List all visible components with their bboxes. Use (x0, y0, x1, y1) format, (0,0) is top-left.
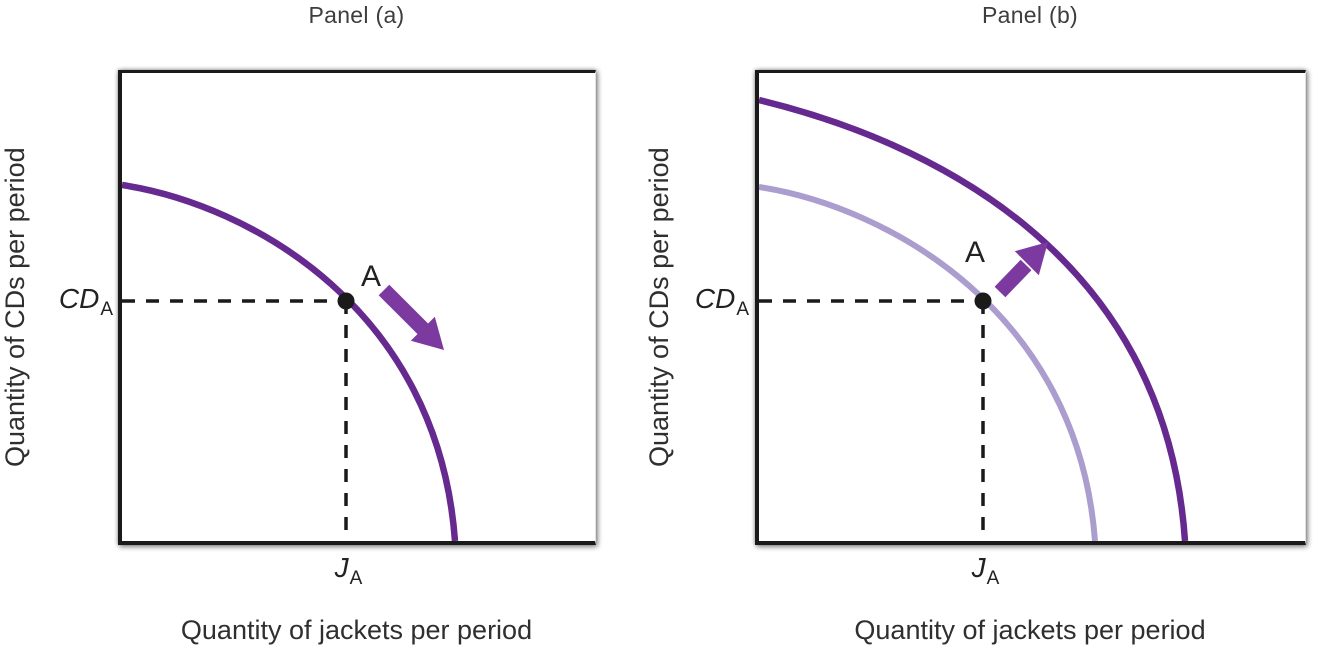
panel-b-j-main: J (971, 552, 986, 583)
panel-b-shifted-ppf-curve (759, 96, 1189, 541)
panel-a-movement-arrow-shaft (378, 284, 429, 335)
panel-b-point-a-label: A (965, 236, 986, 269)
panel-a-movement-arrow-head (410, 316, 444, 350)
panel-b-title: Panel (b) (981, 2, 1079, 28)
panel-a-plot-area (118, 70, 596, 545)
panel-a-point-a-label: A (361, 260, 382, 293)
panel-b-plot-area (755, 70, 1306, 545)
panel-a-x-axis-label: Quantity of jackets per period (180, 615, 533, 645)
panel-a-cd-sub: A (100, 299, 113, 320)
panel-a-point-a-dot (337, 292, 355, 310)
panel-b-cd-main: CD (694, 283, 736, 314)
panel-a-plot-svg (122, 181, 459, 541)
panel-b-cd-sub: A (736, 299, 749, 320)
panel-a-j-sub: A (349, 568, 363, 589)
panel-b-cd-value-label: CDA (664, 283, 749, 321)
panel-b-shift-arrow-head (1014, 242, 1048, 276)
panel-a-cd-main: CD (58, 283, 100, 314)
panel-a-j-value-label: JA (318, 552, 378, 590)
panel-b-original-ppf-curve (759, 184, 1098, 541)
panel-b-j-value-label: JA (955, 552, 1015, 590)
panel-b-j-sub: A (986, 568, 1000, 589)
panel-b-point-a-dot (974, 292, 992, 310)
panel-b-plot-svg (759, 96, 1189, 541)
panel-a-cd-value-label: CDA (28, 283, 113, 321)
panel-b-shift-arrow-shaft (994, 259, 1032, 298)
panel-a-j-main: J (334, 552, 349, 583)
panel-a-ppf-curve (122, 181, 459, 541)
panel-b-x-axis-label: Quantity of jackets per period (854, 615, 1206, 645)
panel-a-title: Panel (a) (308, 2, 405, 28)
